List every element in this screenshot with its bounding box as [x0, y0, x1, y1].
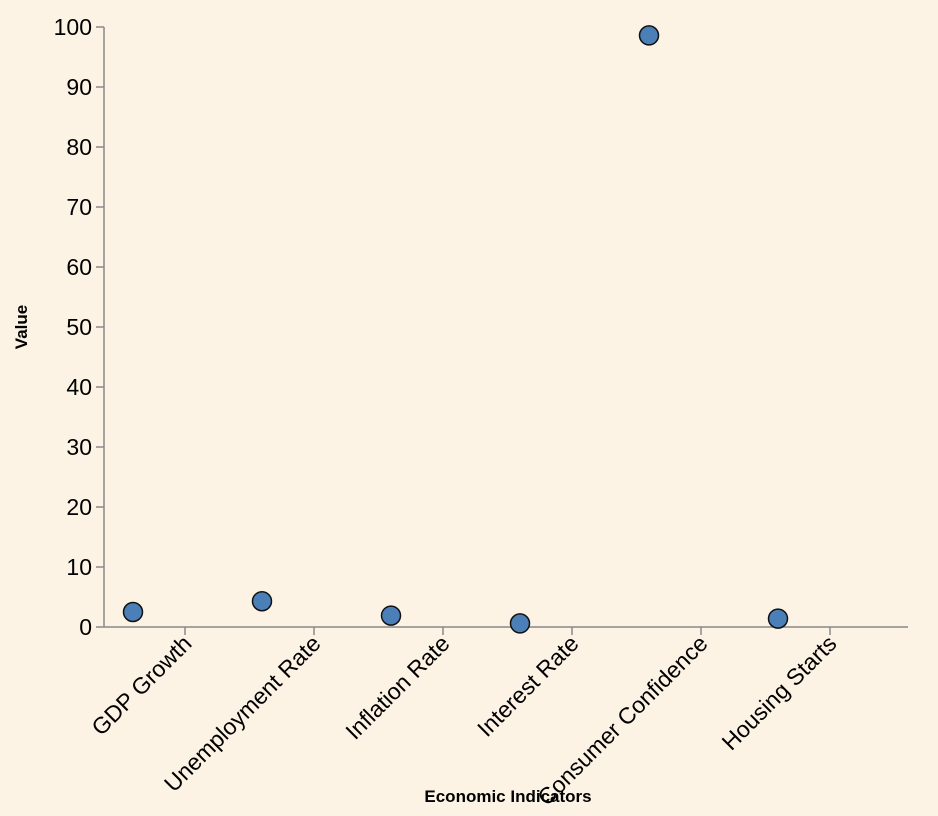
x-axis-title: Economic Indicators: [424, 787, 591, 806]
y-tick-label: 100: [54, 14, 92, 40]
y-tick-label: 50: [66, 314, 92, 340]
y-tick-label: 90: [66, 74, 92, 100]
y-tick-label: 80: [66, 134, 92, 160]
y-tick-label: 10: [66, 554, 92, 580]
data-point: [380, 605, 402, 626]
y-tick-label: 20: [66, 494, 92, 520]
y-tick-label: 70: [66, 194, 92, 220]
y-tick-label: 40: [66, 374, 92, 400]
data-point: [767, 608, 789, 629]
y-axis: 0 10 20 30 40 50 60 70 80 90 100: [54, 14, 105, 640]
data-point: [509, 613, 531, 634]
y-tick-label: 60: [66, 254, 92, 280]
y-tick-label: 0: [79, 614, 92, 640]
y-tick-label: 30: [66, 434, 92, 460]
y-axis-title: Value: [12, 305, 31, 349]
data-point: [122, 601, 144, 623]
data-point: [638, 25, 660, 46]
data-points: [122, 25, 789, 634]
data-point: [251, 590, 273, 612]
